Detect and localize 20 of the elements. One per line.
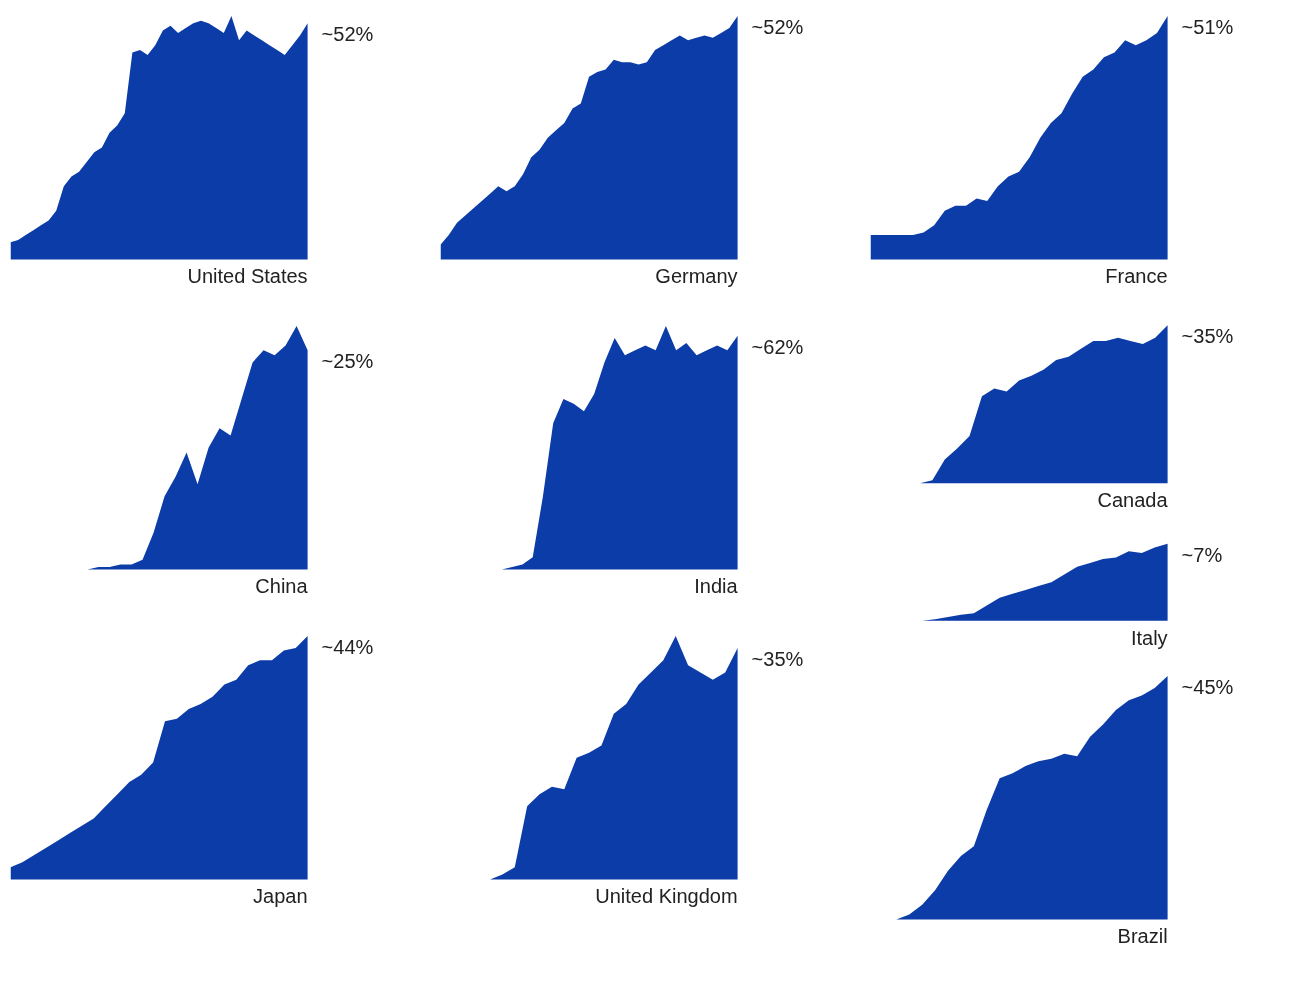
text: France bbox=[1105, 265, 1168, 288]
text: Italy bbox=[1130, 626, 1168, 649]
text: United States bbox=[187, 265, 308, 288]
text: ~35% bbox=[1181, 325, 1234, 348]
text: ~44% bbox=[321, 635, 374, 658]
text: China bbox=[255, 575, 309, 598]
text: Germany bbox=[655, 265, 738, 288]
text: India bbox=[694, 575, 739, 598]
text: Japan bbox=[253, 885, 308, 908]
text: ~7% bbox=[1181, 543, 1223, 566]
text: ~35% bbox=[751, 648, 804, 671]
text: ~52% bbox=[751, 15, 804, 38]
text: Canada bbox=[1097, 489, 1169, 512]
text: ~45% bbox=[1181, 675, 1234, 698]
text: ~52% bbox=[321, 23, 374, 46]
text: Brazil bbox=[1117, 925, 1168, 948]
text: ~51% bbox=[1181, 15, 1234, 38]
text: United Kingdom bbox=[595, 885, 738, 908]
text: ~25% bbox=[321, 350, 374, 373]
text: ~62% bbox=[751, 335, 804, 358]
